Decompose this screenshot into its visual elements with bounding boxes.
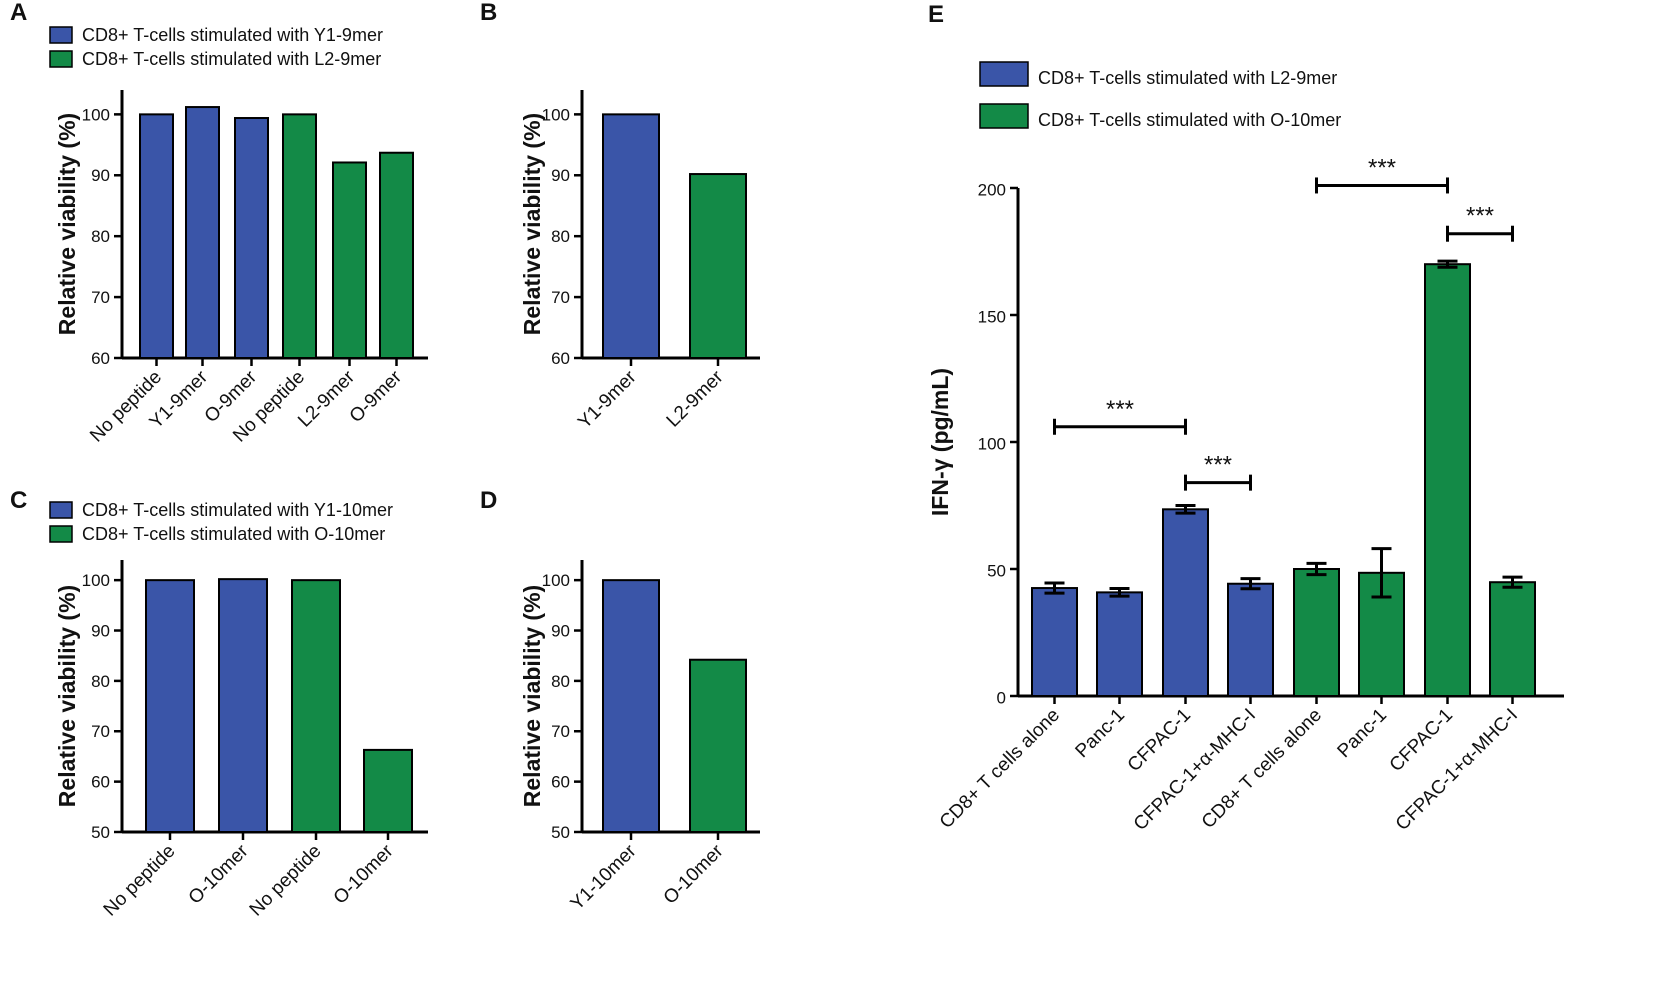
y-tick-label: 90 [551, 621, 570, 640]
x-category-label: O-10mer [330, 840, 398, 908]
bar [1489, 581, 1536, 698]
y-tick-label: 100 [978, 435, 1006, 454]
legend-swatch [49, 26, 73, 44]
panel-letter: D [480, 487, 497, 514]
bar [218, 578, 268, 833]
bar [1293, 568, 1340, 697]
bar [363, 748, 413, 834]
y-tick-label: 100 [82, 105, 110, 124]
legend-label: CD8+ T-cells stimulated with L2-9mer [1038, 68, 1337, 88]
bar [602, 113, 660, 360]
bar [145, 579, 195, 833]
legend-label: CD8+ T-cells stimulated with Y1-10mer [82, 500, 393, 520]
x-category-label: No peptide [100, 841, 180, 921]
y-tick-label: 0 [997, 689, 1006, 708]
y-tick-label: 60 [91, 349, 110, 368]
x-category-label: CFPAC-1+α-MHC-I [1392, 705, 1522, 835]
y-tick-label: 100 [542, 105, 570, 124]
y-tick-label: 50 [551, 823, 570, 842]
x-category-label: Panc-1 [1072, 705, 1129, 762]
x-category-label: O-10mer [660, 840, 728, 908]
y-axis-title: Relative viability (%) [54, 113, 80, 335]
bar [689, 173, 747, 359]
legend-swatch [49, 525, 73, 543]
y-tick-label: 60 [91, 773, 110, 792]
y-axis-title: IFN-γ (pg/mL) [927, 368, 953, 516]
legend-swatch [979, 61, 1029, 87]
bar [1424, 263, 1471, 697]
panel-letter: A [10, 0, 27, 26]
legend-swatch [979, 103, 1029, 129]
x-category-label: No peptide [246, 841, 326, 921]
y-tick-label: 90 [91, 621, 110, 640]
significance-label: *** [1368, 154, 1396, 181]
y-tick-label: 60 [551, 349, 570, 368]
bar [1227, 582, 1274, 697]
legend-label: CD8+ T-cells stimulated with O-10mer [82, 524, 385, 544]
bar [139, 113, 174, 360]
y-tick-label: 70 [551, 722, 570, 741]
x-category-label: L2-9mer [663, 366, 728, 431]
y-tick-label: 70 [91, 722, 110, 741]
x-category-label: O-9mer [346, 366, 407, 427]
y-tick-label: 80 [91, 227, 110, 246]
y-tick-label: 60 [551, 773, 570, 792]
legend-swatch [49, 50, 73, 68]
bar [1096, 591, 1143, 697]
x-category-label: L2-9mer [294, 366, 359, 431]
legend-swatch [49, 501, 73, 519]
panel-letter: B [480, 0, 497, 26]
bar [185, 106, 220, 359]
y-tick-label: 70 [551, 288, 570, 307]
bar [1162, 508, 1209, 697]
panel-letter: C [10, 487, 27, 514]
y-axis-title: Relative viability (%) [519, 585, 545, 807]
y-tick-label: 100 [542, 571, 570, 590]
x-category-label: No peptide [86, 367, 166, 447]
bar [234, 117, 269, 359]
y-tick-label: 200 [978, 181, 1006, 200]
x-category-label: Panc-1 [1334, 705, 1391, 762]
significance-label: *** [1204, 452, 1232, 479]
y-tick-label: 100 [82, 571, 110, 590]
legend-label: CD8+ T-cells stimulated with L2-9mer [82, 49, 381, 69]
y-tick-label: 50 [91, 823, 110, 842]
bar [689, 658, 747, 833]
x-category-label: Y1-10mer [567, 840, 641, 914]
bar [282, 113, 317, 360]
panel-letter: E [928, 1, 944, 28]
x-category-label: O-10mer [185, 840, 253, 908]
y-tick-label: 90 [551, 166, 570, 185]
panel-e-chart: E 0 50 100 150 200 IFN-γ (pg/mL) CD8+ T cells a… [927, 1, 1564, 835]
bar [291, 579, 341, 833]
y-tick-label: 70 [91, 288, 110, 307]
bar [602, 579, 660, 833]
x-category-label: CD8+ T cells alone [1198, 705, 1326, 833]
y-tick-label: 50 [987, 562, 1006, 581]
y-tick-label: 80 [551, 672, 570, 691]
legend-label: CD8+ T-cells stimulated with O-10mer [1038, 110, 1341, 130]
y-axis-title: Relative viability (%) [54, 585, 80, 807]
bar [1031, 587, 1078, 697]
significance-label: *** [1106, 396, 1134, 423]
bar [379, 151, 414, 359]
x-category-label: CFPAC-1+α-MHC-I [1130, 705, 1260, 835]
x-category-label: CD8+ T cells alone [936, 705, 1064, 833]
y-tick-label: 90 [91, 166, 110, 185]
x-category-label: Y1-9mer [574, 366, 641, 433]
significance-label: *** [1466, 203, 1494, 230]
bar [332, 161, 367, 359]
y-tick-label: 80 [551, 227, 570, 246]
y-tick-label: 80 [91, 672, 110, 691]
legend-label: CD8+ T-cells stimulated with Y1-9mer [82, 25, 383, 45]
y-tick-label: 150 [978, 308, 1006, 327]
y-axis-title: Relative viability (%) [519, 113, 545, 335]
